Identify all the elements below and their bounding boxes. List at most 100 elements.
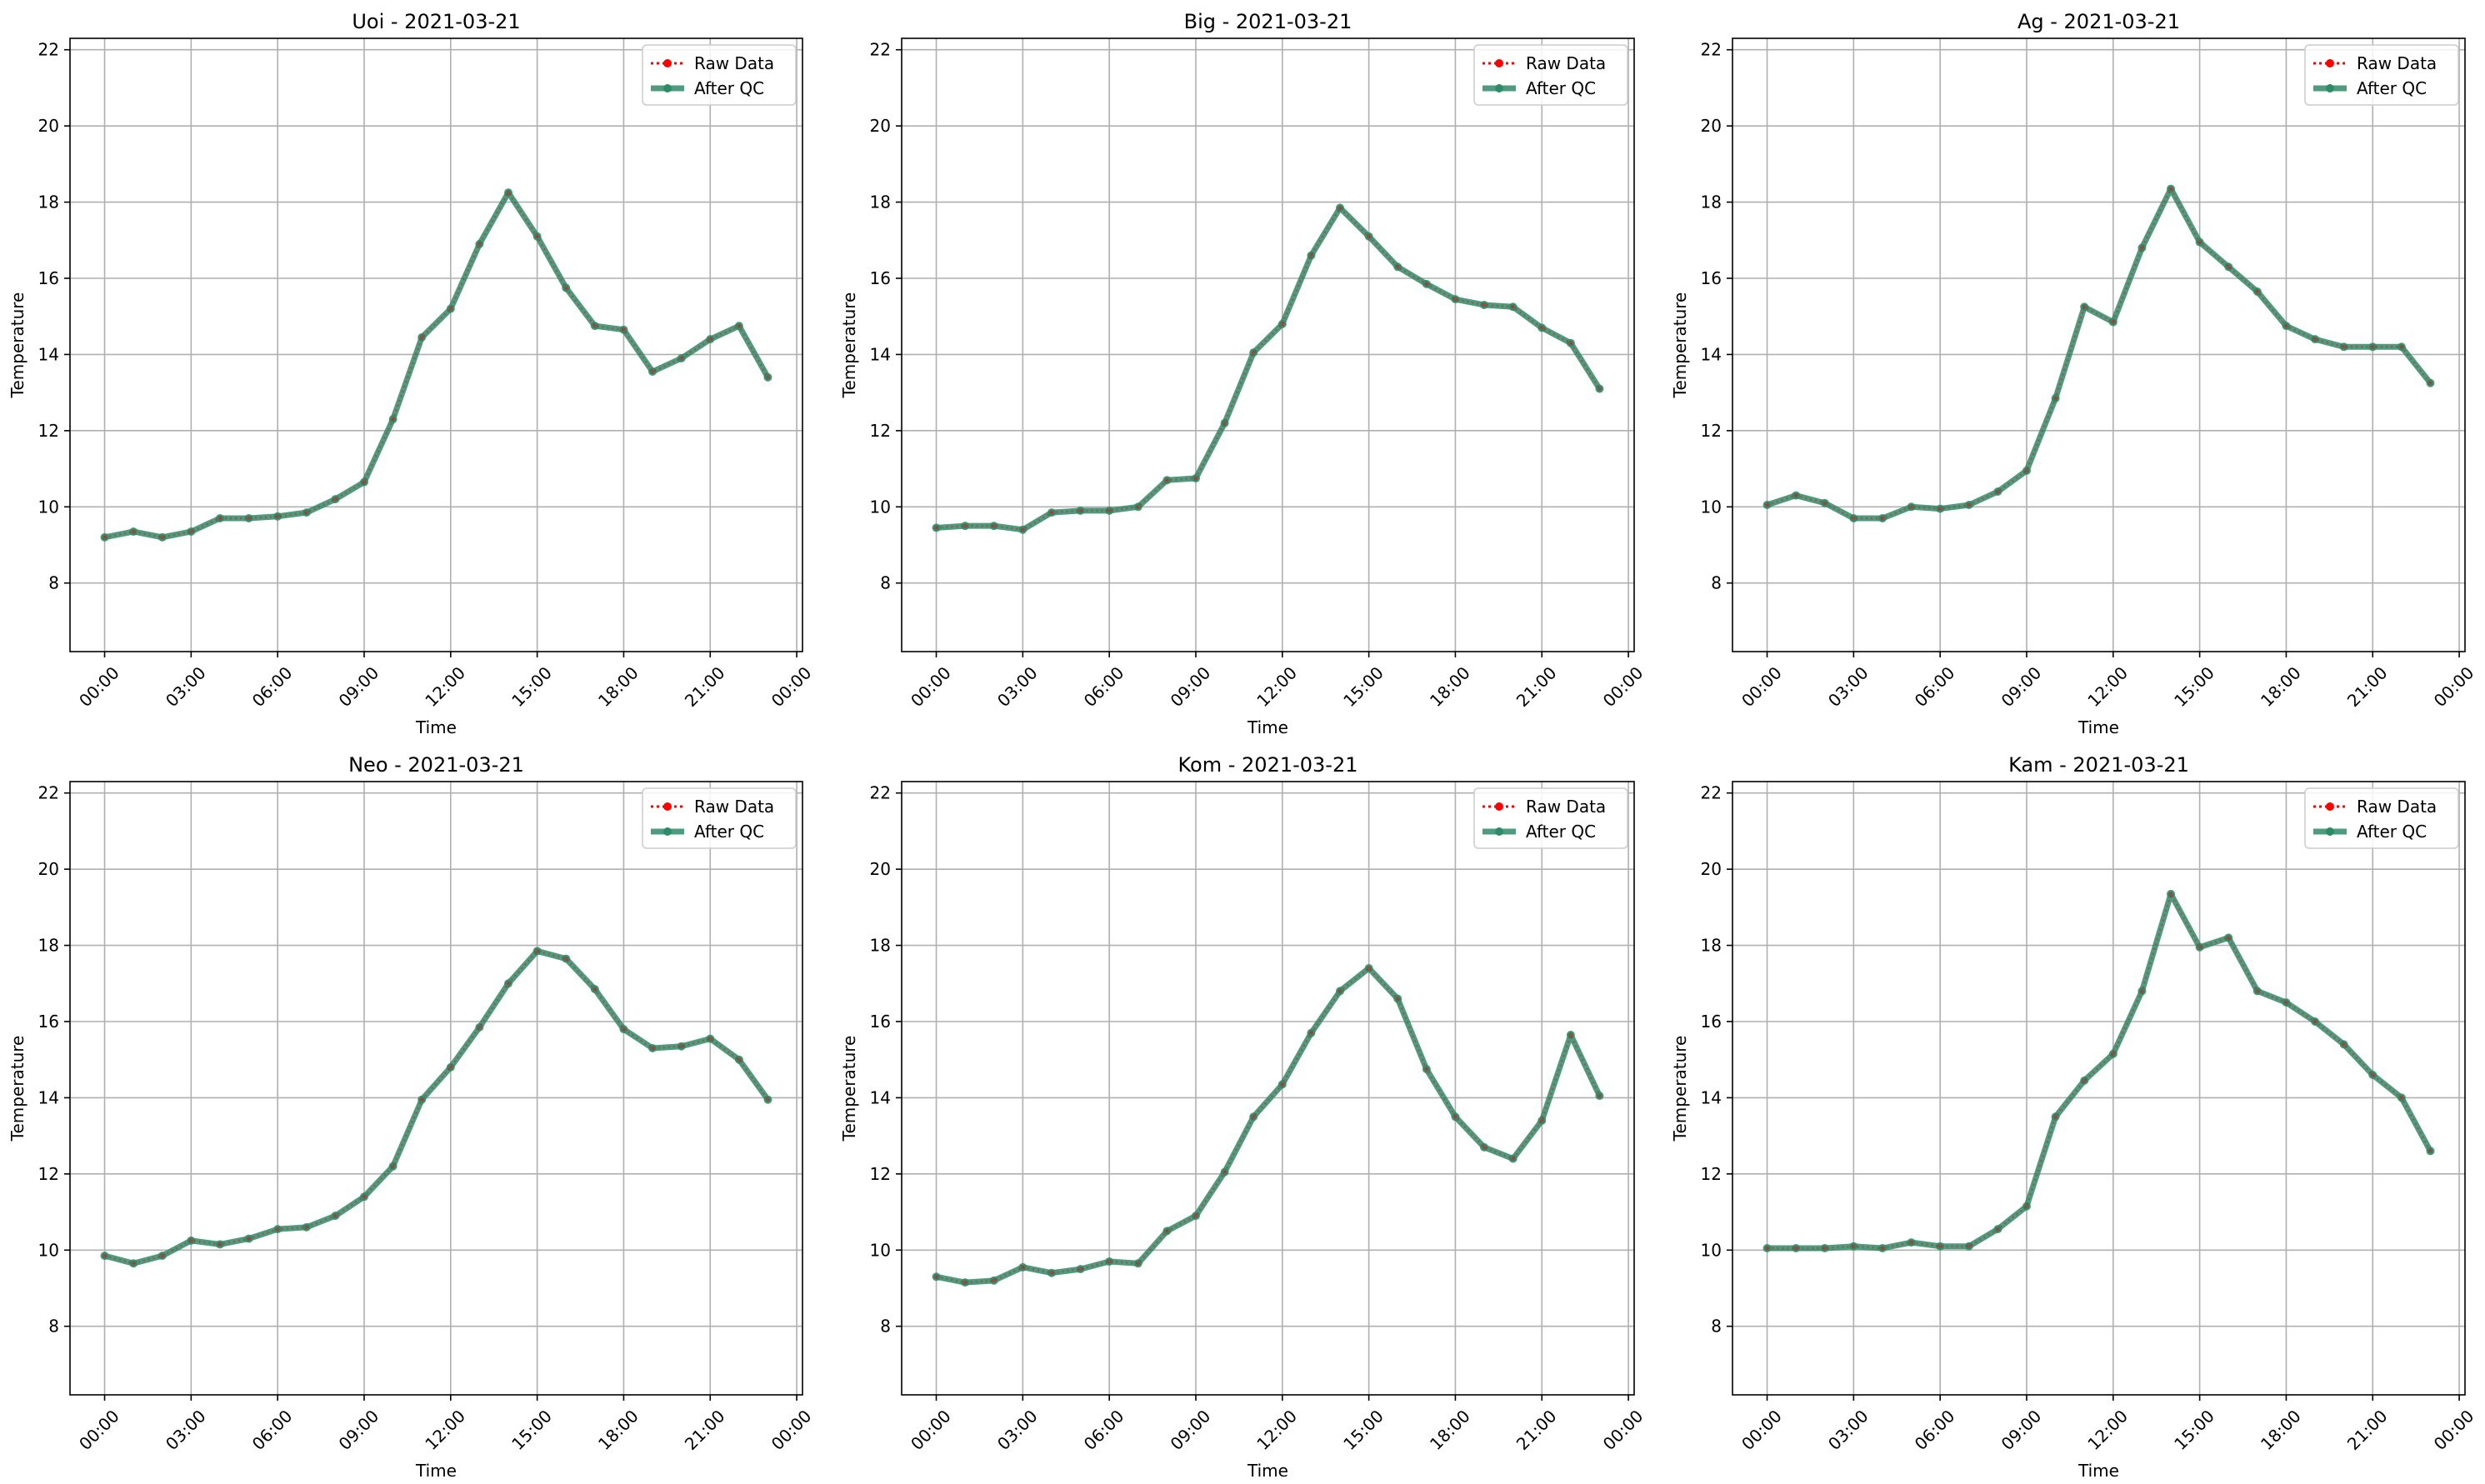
y-tick-label: 12 [870,1164,891,1184]
series-after-qc-line [933,965,1602,1286]
x-tick-label: 06:00 [1080,1406,1128,1454]
legend: Raw Data After QC [642,44,797,106]
y-tick-label: 10 [38,1240,59,1260]
after-qc-point [100,1252,109,1261]
raw-data-point [2255,988,2260,994]
raw-data-point [1822,501,1828,506]
raw-data-point [1164,1228,1169,1234]
after-qc-point [2368,1071,2378,1079]
raw-data-point [332,497,338,502]
chart-title: Kom - 2021-03-21 [1178,753,1358,777]
after-qc-point [734,322,743,331]
after-qc-point [590,322,599,331]
x-axis-label: Time [2078,717,2119,737]
x-tick-label: 06:00 [248,662,297,711]
x-axis-label: Time [415,1461,457,1481]
after-qc-point [2051,1112,2060,1122]
legend-qc-label: After QC [1526,822,1596,842]
series-raw-data-line [1767,186,2432,520]
legend: Raw Data After QC [1473,44,1628,106]
x-tick-label: 09:00 [1167,662,1215,711]
plot-frame [901,781,1635,1396]
after-qc-point [1936,1242,1945,1251]
raw-data-point [2399,1095,2404,1101]
raw-data-point [1136,1261,1141,1266]
x-tick-label: 18:00 [2257,662,2305,711]
y-tick-label: 20 [38,859,59,879]
raw-data-point [765,375,771,380]
y-tick-label: 8 [880,573,891,593]
y-tick-label: 16 [870,268,891,288]
series-after-qc-line [933,204,1602,533]
legend-qc-label: After QC [1526,78,1596,98]
series-raw-data-line [936,967,1601,1284]
after-qc-point [932,523,941,532]
after-qc-point [2252,987,2262,996]
x-tick-label: 00:00 [1738,662,1786,711]
raw-data-point [708,337,712,342]
raw-data-point [477,1025,482,1030]
after-qc-point [1047,508,1056,517]
after-qc-point [2224,933,2233,942]
y-tick-label: 18 [870,936,891,956]
after-qc-point [677,354,686,362]
raw-data-point [1338,988,1342,994]
after-qc-point [1907,502,1916,512]
raw-data-point [1308,252,1314,258]
legend-raw-label: Raw Data [1526,797,1606,817]
raw-data-point [131,1261,136,1266]
raw-data-point [1511,304,1516,309]
after-qc-point [2426,1147,2435,1156]
after-qc-point [1422,1065,1431,1074]
raw-data-point [1020,527,1025,532]
legend-raw-marker [1495,59,1503,67]
after-qc-point [1907,1238,1916,1247]
chart-panel-0: 8 10 12 14 16 18 20 22 00:00 03:00 06:00 09:00 12:00… [8,10,815,737]
legend: Raw Data After QC [642,787,797,849]
raw-data-point [1078,1267,1083,1272]
raw-data-point [2370,1072,2375,1077]
chart-panel-5: 8 10 12 14 16 18 20 22 00:00 03:00 06:00 09:00 12:00… [1670,753,2478,1481]
raw-data-point [1193,476,1198,481]
legend-qc-label: After QC [2357,78,2427,98]
y-tick-label: 22 [870,40,891,60]
raw-data-point [188,529,193,534]
y-tick-label: 18 [38,192,59,212]
after-qc-point [2282,998,2291,1007]
raw-data-point [246,516,252,521]
y-tick-label: 12 [38,1164,59,1184]
after-qc-point [1220,1167,1229,1177]
raw-data-point [1568,341,1573,346]
raw-data-point [1338,205,1342,211]
x-tick-label: 06:00 [1911,662,1959,711]
after-qc-point [2195,942,2204,952]
y-tick-label: 14 [38,344,59,364]
x-tick-label: 21:00 [681,1406,729,1454]
raw-data-point [1793,492,1798,498]
x-tick-label: 09:00 [1998,1406,2046,1454]
after-qc-point [2080,1076,2089,1085]
after-qc-point [331,495,340,504]
after-qc-point [1364,232,1373,241]
y-tick-label: 18 [1701,192,1722,212]
x-tick-label: 06:00 [1911,1406,1959,1454]
raw-data-point [2111,319,2116,325]
x-tick-label: 00:00 [2430,1406,2478,1454]
raw-data-point [1193,1213,1198,1218]
raw-data-point [1107,508,1112,513]
raw-data-point [1851,1244,1856,1249]
legend-raw-marker [2326,802,2334,811]
y-axis-label: Temperature [8,292,28,399]
after-qc-point [273,1225,282,1234]
raw-data-point [2139,245,2145,251]
after-qc-point [302,1222,311,1232]
x-tick-label: 00:00 [2430,662,2478,711]
raw-data-point [218,516,222,521]
x-tick-label: 09:00 [335,662,383,711]
series-after-qc-line [102,189,771,541]
chart-panel-2: 8 10 12 14 16 18 20 22 00:00 03:00 06:00 09:00 12:00… [1670,10,2478,737]
y-tick-label: 18 [38,936,59,956]
raw-data-point [506,190,511,195]
after-qc-point [1878,1244,1887,1252]
raw-data-point [1424,1067,1429,1072]
